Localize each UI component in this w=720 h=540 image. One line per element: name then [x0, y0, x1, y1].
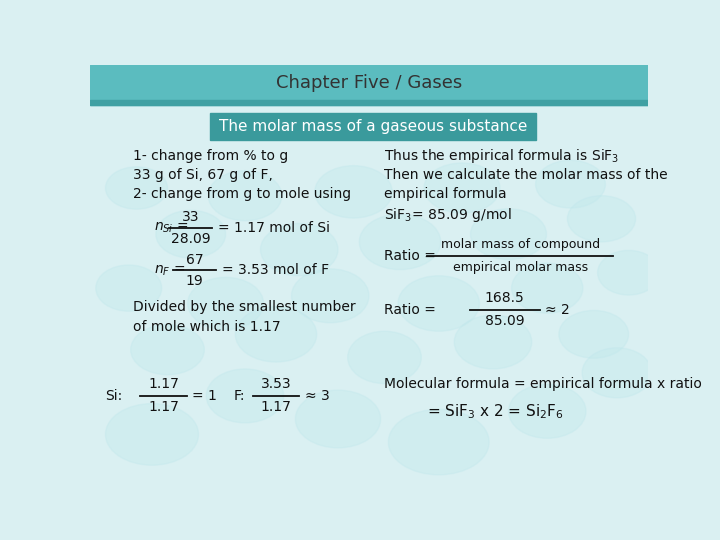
- Text: Molecular formula = empirical formula x ratio: Molecular formula = empirical formula x …: [384, 377, 703, 392]
- Text: Chapter Five / Gases: Chapter Five / Gases: [276, 75, 462, 92]
- Text: Ratio =: Ratio =: [384, 249, 436, 263]
- Text: Ratio =: Ratio =: [384, 302, 436, 316]
- Text: 19: 19: [186, 274, 204, 288]
- Text: ≈ 2: ≈ 2: [545, 302, 570, 316]
- Text: 85.09: 85.09: [485, 314, 524, 328]
- Ellipse shape: [295, 390, 381, 448]
- Text: Divided by the smallest number: Divided by the smallest number: [132, 300, 355, 314]
- Text: molar mass of compound: molar mass of compound: [441, 238, 600, 251]
- Text: empirical molar mass: empirical molar mass: [453, 261, 588, 274]
- Ellipse shape: [582, 348, 652, 398]
- Ellipse shape: [106, 403, 199, 465]
- Text: 2- change from g to mole using: 2- change from g to mole using: [132, 187, 351, 201]
- Text: ≈ 3: ≈ 3: [305, 389, 330, 403]
- Text: 1- change from % to g: 1- change from % to g: [132, 148, 288, 163]
- Text: SiF$_3$= 85.09 g/mol: SiF$_3$= 85.09 g/mol: [384, 206, 512, 224]
- Ellipse shape: [96, 265, 162, 311]
- Bar: [90, 65, 648, 105]
- Text: 1.17: 1.17: [261, 401, 292, 415]
- Text: Thus the empirical formula is SiF$_3$: Thus the empirical formula is SiF$_3$: [384, 147, 620, 165]
- Text: 28.09: 28.09: [171, 232, 210, 246]
- Ellipse shape: [292, 269, 369, 323]
- Text: 67: 67: [186, 253, 204, 267]
- Text: 168.5: 168.5: [485, 291, 524, 305]
- Text: = 3.53 mol of F: = 3.53 mol of F: [222, 264, 329, 278]
- Ellipse shape: [424, 163, 500, 213]
- Text: 3.53: 3.53: [261, 377, 292, 392]
- Text: $n_F$ =: $n_F$ =: [154, 263, 186, 278]
- Text: = 1: = 1: [192, 389, 217, 403]
- Ellipse shape: [188, 278, 264, 330]
- Text: F:: F:: [233, 389, 245, 403]
- Ellipse shape: [559, 310, 629, 358]
- Ellipse shape: [388, 409, 489, 475]
- Text: 33 g of Si, 67 g of F,: 33 g of Si, 67 g of F,: [132, 168, 272, 182]
- Text: Si:: Si:: [106, 389, 122, 403]
- Ellipse shape: [471, 209, 546, 260]
- Text: 1.17: 1.17: [148, 377, 179, 392]
- Ellipse shape: [206, 369, 284, 423]
- Text: of mole which is 1.17: of mole which is 1.17: [132, 320, 280, 334]
- Ellipse shape: [536, 160, 606, 208]
- Ellipse shape: [359, 214, 441, 269]
- Text: = 1.17 mol of Si: = 1.17 mol of Si: [218, 221, 330, 235]
- Ellipse shape: [261, 224, 338, 276]
- Text: The molar mass of a gaseous substance: The molar mass of a gaseous substance: [219, 119, 527, 134]
- Ellipse shape: [131, 325, 204, 375]
- Ellipse shape: [398, 276, 480, 331]
- Text: 33: 33: [182, 210, 199, 224]
- Ellipse shape: [567, 195, 636, 242]
- Ellipse shape: [156, 211, 225, 258]
- Ellipse shape: [512, 263, 583, 313]
- Ellipse shape: [315, 166, 392, 218]
- Ellipse shape: [208, 171, 282, 221]
- Text: 1.17: 1.17: [148, 401, 179, 415]
- Text: $n_{Si}$ =: $n_{Si}$ =: [154, 221, 189, 235]
- Ellipse shape: [598, 251, 660, 295]
- Text: empirical formula: empirical formula: [384, 187, 507, 201]
- Text: = SiF$_3$ x 2 = Si$_2$F$_6$: = SiF$_3$ x 2 = Si$_2$F$_6$: [427, 402, 564, 421]
- Ellipse shape: [106, 167, 168, 209]
- Text: Then we calculate the molar mass of the: Then we calculate the molar mass of the: [384, 168, 668, 182]
- Bar: [90, 100, 648, 105]
- Ellipse shape: [235, 307, 317, 362]
- Ellipse shape: [348, 331, 421, 383]
- Ellipse shape: [454, 315, 532, 369]
- Bar: [210, 112, 536, 140]
- Ellipse shape: [508, 384, 586, 438]
